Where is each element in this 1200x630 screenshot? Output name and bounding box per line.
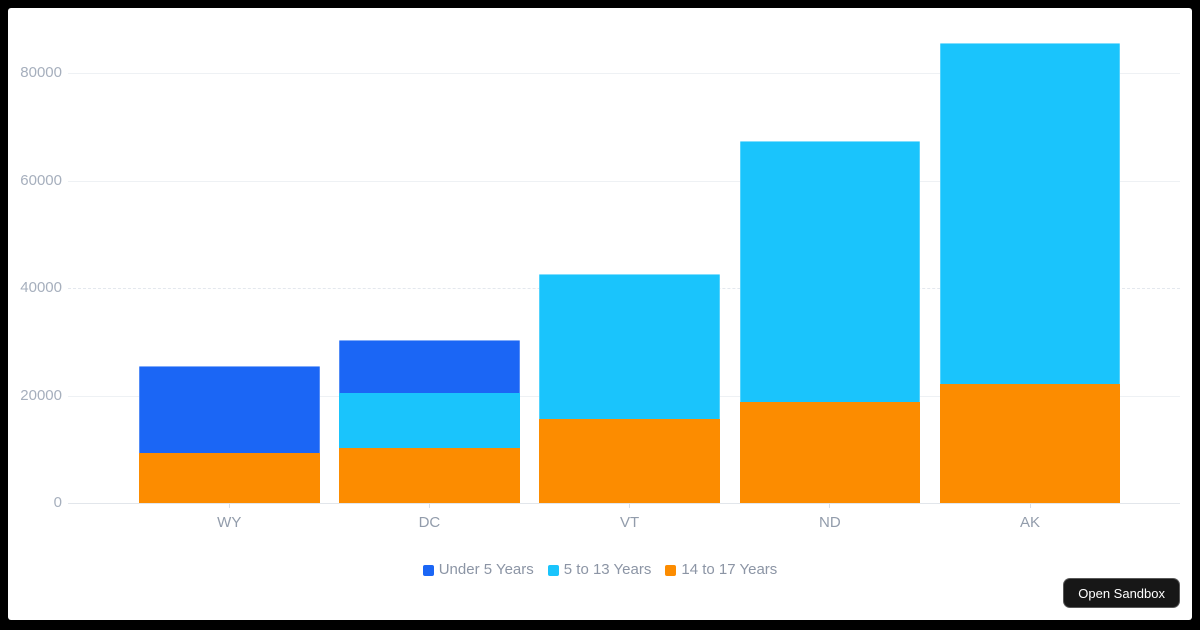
x-axis-tick bbox=[829, 504, 831, 508]
bar-segment[interactable] bbox=[339, 448, 520, 503]
chart-canvas: 0 20000 40000 60000 80000 WY DC VT ND AK Under 5 … bbox=[8, 8, 1192, 620]
legend-marker-icon bbox=[665, 564, 677, 576]
bar-segment[interactable] bbox=[939, 383, 1121, 503]
x-axis-tick bbox=[629, 504, 631, 508]
gridline bbox=[68, 180, 1180, 182]
x-axis-category-label: WY bbox=[217, 514, 242, 531]
x-axis-tick bbox=[228, 504, 230, 508]
legend-item[interactable]: 14 to 17 Years bbox=[665, 562, 777, 578]
x-axis-category-label: ND bbox=[819, 514, 841, 531]
y-axis-tick-label: 60000 bbox=[20, 171, 62, 189]
y-axis-tick-label: 0 bbox=[53, 494, 62, 511]
legend-label: Under 5 Years bbox=[438, 561, 534, 578]
gridline bbox=[68, 73, 1180, 74]
x-axis-tick bbox=[428, 504, 430, 508]
bar-segment[interactable] bbox=[939, 42, 1121, 384]
bar-segment[interactable] bbox=[339, 392, 520, 449]
x-axis-tick bbox=[1029, 504, 1031, 508]
bar-segment[interactable] bbox=[539, 274, 720, 419]
y-axis-tick-label: 20000 bbox=[20, 386, 62, 404]
legend-label: 14 to 17 Years bbox=[681, 561, 778, 578]
open-sandbox-button[interactable]: Open Sandbox bbox=[1063, 578, 1180, 608]
x-axis-category-label: VT bbox=[620, 514, 640, 531]
chart-legend: Under 5 Years 5 to 13 Years 14 to 17 Years bbox=[8, 561, 1192, 579]
x-axis-category-label: DC bbox=[418, 514, 441, 531]
stacked-bar-chart: 0 20000 40000 60000 80000 WY DC VT ND AK bbox=[8, 8, 1192, 620]
legend-marker-icon bbox=[547, 564, 559, 576]
bar-segment[interactable] bbox=[139, 453, 320, 503]
legend-item[interactable]: Under 5 Years bbox=[422, 561, 534, 578]
y-axis-tick-label: 80000 bbox=[20, 64, 62, 81]
gridline bbox=[68, 503, 1180, 504]
y-axis-tick-label: 40000 bbox=[20, 279, 62, 296]
legend-label: 5 to 13 Years bbox=[563, 561, 652, 578]
bar-segment[interactable] bbox=[539, 418, 720, 503]
bar-segment[interactable] bbox=[339, 339, 520, 393]
x-axis-category-label: AK bbox=[1020, 514, 1041, 531]
bar-segment[interactable] bbox=[139, 365, 320, 453]
bar-segment[interactable] bbox=[739, 402, 921, 503]
legend-marker-icon bbox=[422, 564, 434, 576]
legend-item[interactable]: 5 to 13 Years bbox=[547, 561, 652, 578]
bar-segment[interactable] bbox=[739, 141, 921, 403]
